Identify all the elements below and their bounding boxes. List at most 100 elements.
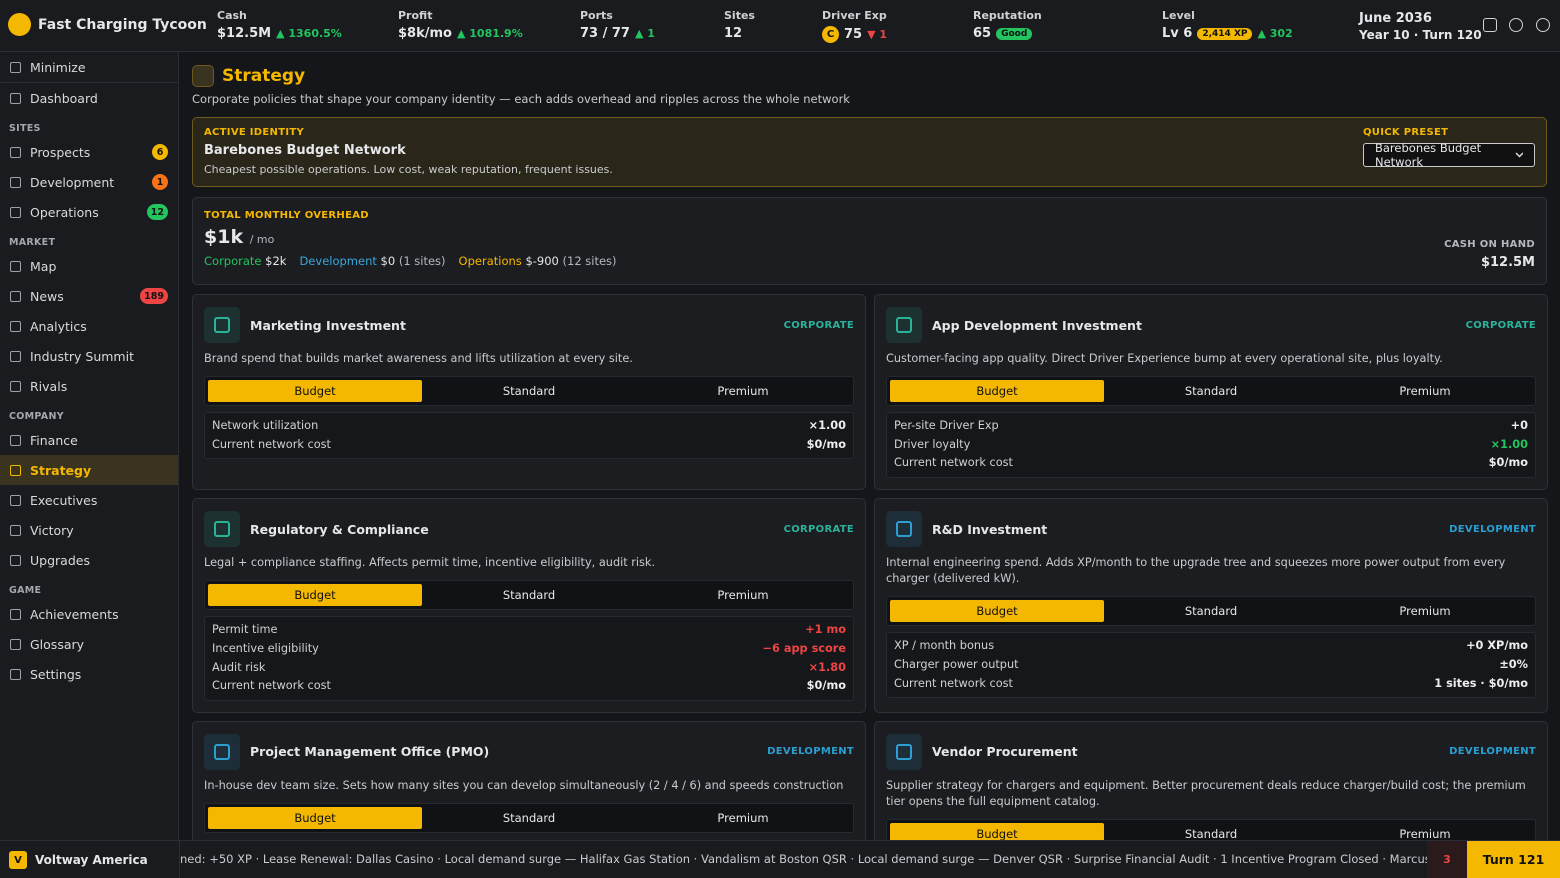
nav-item[interactable]: Victory [0, 515, 178, 545]
overhead-box: TOTAL MONTHLY OVERHEAD $1k / mo Corporat… [192, 197, 1547, 285]
option[interactable]: Budget [890, 380, 1104, 402]
stat-value: $12.5M ▲ 1360.5% [217, 26, 342, 41]
identity-name: Barebones Budget Network [204, 143, 406, 158]
glyph [896, 317, 912, 333]
option[interactable]: Budget [208, 380, 422, 402]
section-title: GAME [9, 585, 42, 596]
stats-rows: Per-site Driver Exp +0 Driver loyalty ×1.00… [886, 412, 1536, 479]
nav-item[interactable]: Upgrades [0, 545, 178, 575]
stat: Level Lv 6 2,414 XP ▲ 302 [1162, 9, 1293, 41]
cash-value: $12.5M [1480, 255, 1535, 270]
card-title: Marketing Investment [250, 317, 406, 333]
nav-item[interactable]: Prospects 6 [0, 137, 178, 167]
preset: QUICK PRESET Barebones Budget Network [1363, 127, 1535, 169]
label: Development [30, 174, 115, 190]
option[interactable]: Premium [1399, 604, 1451, 619]
option[interactable]: Premium [717, 588, 769, 603]
minimize[interactable]: Minimize [0, 52, 178, 83]
policy-card: Marketing Investment CORPORATE Brand spend… [192, 294, 866, 491]
value: 73 / 77 [580, 26, 630, 41]
nav-item[interactable]: Operations 12 [0, 197, 178, 227]
breakdown-item: Corporate $2k [204, 254, 286, 268]
icon [10, 434, 21, 446]
help[interactable] [1509, 18, 1523, 32]
option[interactable]: Standard [502, 588, 556, 603]
option[interactable]: Budget [208, 584, 422, 607]
option[interactable]: Premium [717, 810, 769, 825]
icon [10, 380, 21, 392]
icon [10, 638, 21, 650]
company-name: Voltway America [35, 853, 148, 867]
nav-item[interactable]: Settings [0, 659, 178, 689]
nav-item[interactable]: Finance [0, 425, 178, 455]
name: Operations [458, 254, 522, 268]
logo [8, 13, 31, 36]
sidebar: Minimize Dashboard SITES Prospects 6 Develop… [0, 52, 179, 840]
option[interactable]: Premium [717, 384, 769, 398]
row: Per-site Driver Exp +0 [894, 417, 1528, 436]
nav-item[interactable]: Industry Summit [0, 341, 178, 371]
value: Lv 6 [1162, 26, 1193, 41]
option[interactable]: Budget [890, 600, 1104, 623]
label: Prospects [30, 144, 91, 160]
option[interactable]: Budget [208, 806, 422, 829]
nav-item[interactable]: Analytics [0, 311, 178, 341]
label: QUICK PRESET [1363, 127, 1449, 138]
policy-card: Vendor Procurement DEVELOPMENT Supplier st… [874, 720, 1548, 840]
badge: 189 [140, 288, 168, 304]
notifications[interactable] [1483, 18, 1497, 32]
unit: / mo [249, 233, 275, 246]
nav-item[interactable]: Executives [0, 485, 178, 515]
stat-label: Sites [724, 9, 755, 22]
option[interactable]: Premium [1399, 384, 1451, 398]
nav-item[interactable]: News 189 [0, 281, 178, 311]
badge: 1 [152, 174, 168, 190]
label: Rivals [30, 378, 68, 394]
nav-item[interactable]: Strategy [0, 455, 178, 485]
option[interactable]: Standard [1184, 384, 1238, 398]
row-label: Charger power output [894, 657, 1019, 671]
option[interactable]: Budget [890, 822, 1104, 840]
card-title: Project Management Office (PMO) [250, 744, 490, 760]
grade-badge: C [822, 26, 839, 43]
icon [10, 146, 21, 158]
value: 12 [724, 26, 743, 41]
row-value: ×1.00 [808, 419, 846, 432]
option[interactable]: Standard [502, 384, 556, 398]
card-header: R&D Investment DEVELOPMENT [886, 511, 1536, 548]
option[interactable]: Standard [502, 810, 556, 825]
card-tag: DEVELOPMENT [1449, 746, 1536, 758]
turn-button[interactable]: Turn 121 [1467, 841, 1560, 878]
stat: Ports 73 / 77 ▲ 1 [580, 9, 655, 41]
nav-item[interactable]: Development 1 [0, 167, 178, 197]
nav-item[interactable]: Rivals [0, 371, 178, 401]
card-icon [886, 307, 922, 343]
nav-item[interactable]: Map [0, 251, 178, 281]
card-tag: CORPORATE [1465, 319, 1536, 331]
nav-item[interactable]: Achievements [0, 599, 178, 629]
stat-value: 73 / 77 ▲ 1 [580, 26, 655, 41]
value: $0 [380, 254, 396, 268]
nav-item[interactable]: Dashboard [0, 83, 178, 113]
card-header: Regulatory & Compliance CORPORATE [204, 511, 854, 548]
card-desc: Customer-facing app quality. Direct Driv… [886, 352, 1443, 365]
delta: ▲ 302 [1257, 27, 1293, 40]
settings-icon[interactable] [1536, 18, 1550, 32]
icon [10, 494, 21, 506]
stats-rows: XP / month bonus +0 XP/mo Charger power ou… [886, 632, 1536, 699]
option[interactable]: Standard [1184, 826, 1238, 840]
row: Network utilization ×1.00 [212, 417, 846, 436]
nav-item[interactable]: Glossary [0, 629, 178, 659]
icon [10, 608, 21, 620]
stat: Driver Exp C 75 ▼ 1 [822, 9, 887, 43]
option[interactable]: Standard [1184, 604, 1238, 619]
brand: Fast Charging Tycoon [8, 13, 207, 36]
row: XP / month bonus +0 XP/mo [894, 637, 1528, 656]
title: Strategy [222, 66, 306, 86]
option[interactable]: Premium [1399, 826, 1451, 840]
row: Charger power output ±0% [894, 656, 1528, 675]
alerts[interactable]: 3 [1427, 841, 1467, 878]
preset-select[interactable]: Barebones Budget Network [1363, 141, 1535, 169]
card-title: App Development Investment [932, 317, 1142, 333]
